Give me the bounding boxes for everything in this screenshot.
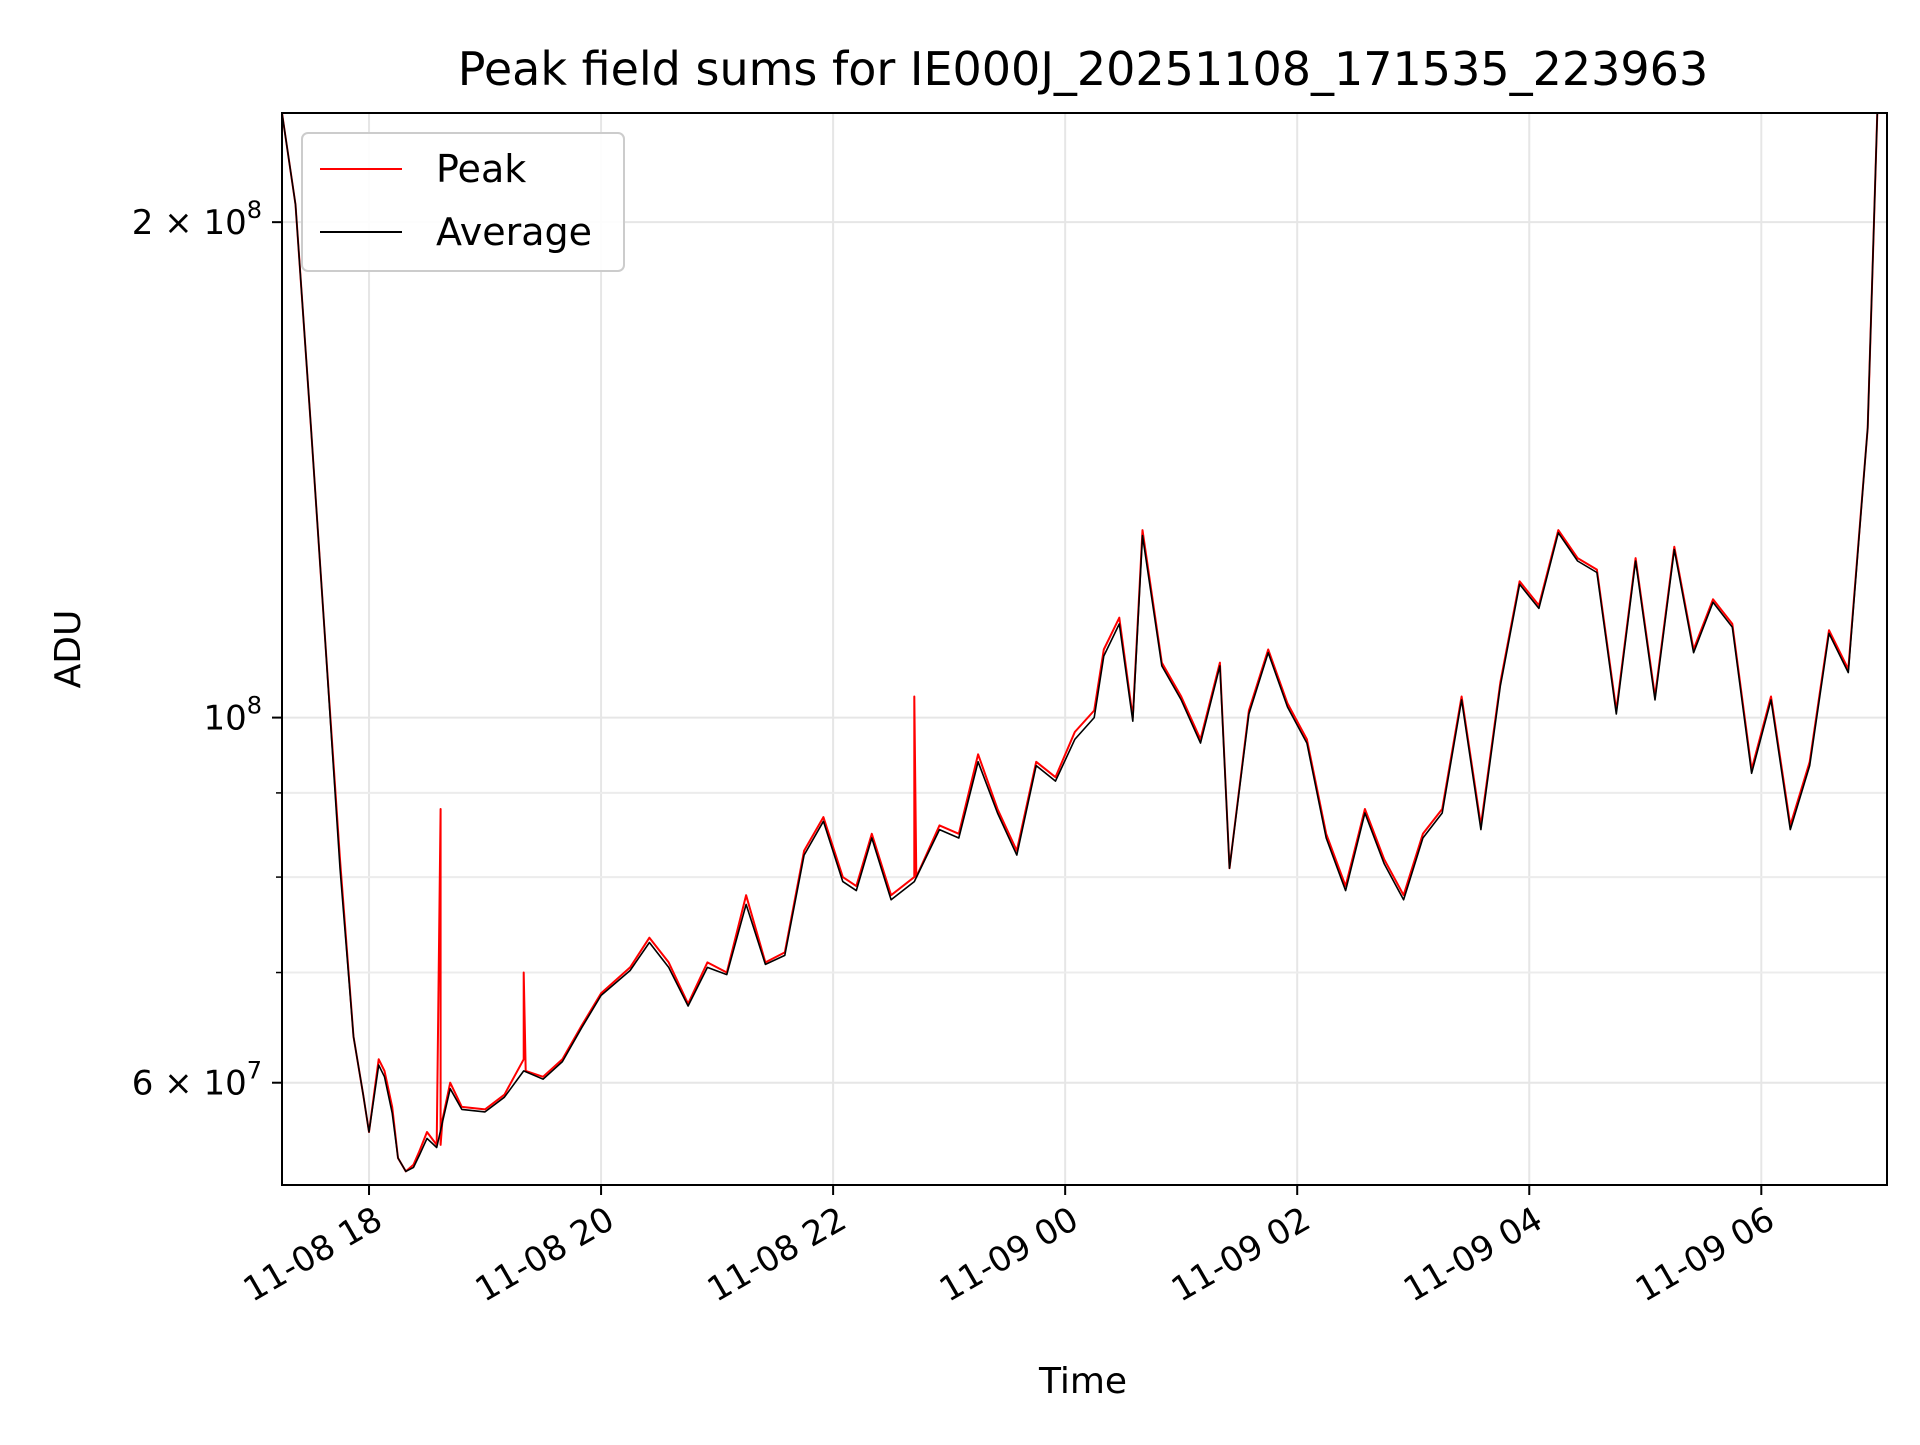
y-axis-label: ADU <box>48 610 89 689</box>
legend-box <box>301 132 625 272</box>
legend-label-peak: Peak <box>436 147 526 191</box>
legend-label-average: Average <box>436 210 592 254</box>
y-axis: 2 × 108 108 6 × 107 <box>132 196 282 1104</box>
x-axis-label: Time <box>1038 1361 1127 1402</box>
plot-frame <box>281 112 1888 1186</box>
plot-area <box>282 113 1879 1173</box>
y-tick-label: 6 × 107 <box>132 1057 262 1104</box>
grid <box>282 113 1887 1185</box>
y-tick-label: 2 × 108 <box>132 196 262 243</box>
series-line-average <box>282 113 1879 1173</box>
legend: Peak Average <box>301 132 625 272</box>
y-tick-label: 108 <box>203 692 262 739</box>
chart-title: Peak field sums for IE000J_20251108_1715… <box>458 42 1708 96</box>
series-line-peak <box>282 113 1879 1173</box>
